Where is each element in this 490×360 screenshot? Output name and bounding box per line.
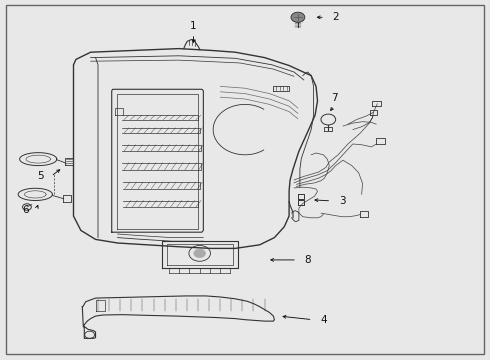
Text: 1: 1 <box>190 21 197 31</box>
Text: 4: 4 <box>320 315 327 325</box>
Text: 6: 6 <box>22 204 29 215</box>
Text: 5: 5 <box>37 171 44 181</box>
Text: 3: 3 <box>339 196 345 206</box>
Text: 7: 7 <box>331 93 338 103</box>
Circle shape <box>291 12 305 22</box>
Text: 8: 8 <box>304 255 311 265</box>
Text: 2: 2 <box>332 12 339 22</box>
Circle shape <box>194 249 206 258</box>
